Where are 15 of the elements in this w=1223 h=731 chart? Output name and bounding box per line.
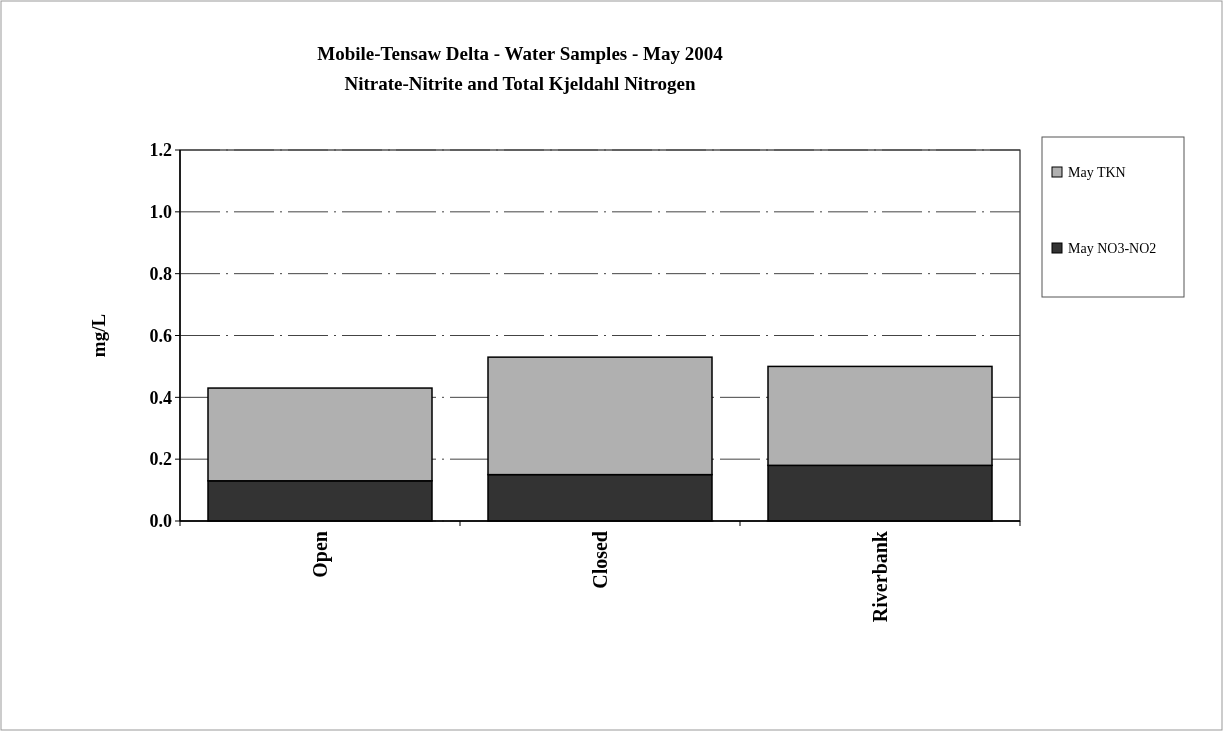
y-tick-label: 0.6: [149, 325, 172, 346]
y-axis-title: mg/L: [88, 313, 109, 358]
legend-label: May NO3-NO2: [1068, 240, 1157, 256]
chart-title: Mobile-Tensaw Delta - Water Samples - May 2004: [317, 43, 724, 64]
y-tick-label: 0.0: [149, 511, 172, 532]
chart-subtitle: Nitrate-Nitrite and Total Kjeldahl Nitrogen: [344, 73, 696, 94]
y-tick-label: 0.2: [149, 449, 172, 470]
x-tick-label: Open: [309, 531, 332, 578]
legend-label: May TKN: [1068, 164, 1126, 180]
y-tick-label: 0.8: [149, 263, 172, 284]
y-tick-label: 1.0: [149, 202, 172, 223]
y-tick-label: 0.4: [149, 387, 172, 408]
x-tick-label: Riverbank: [869, 530, 891, 623]
x-tick-label: Closed: [589, 531, 611, 589]
y-tick-label: 1.2: [149, 140, 172, 161]
